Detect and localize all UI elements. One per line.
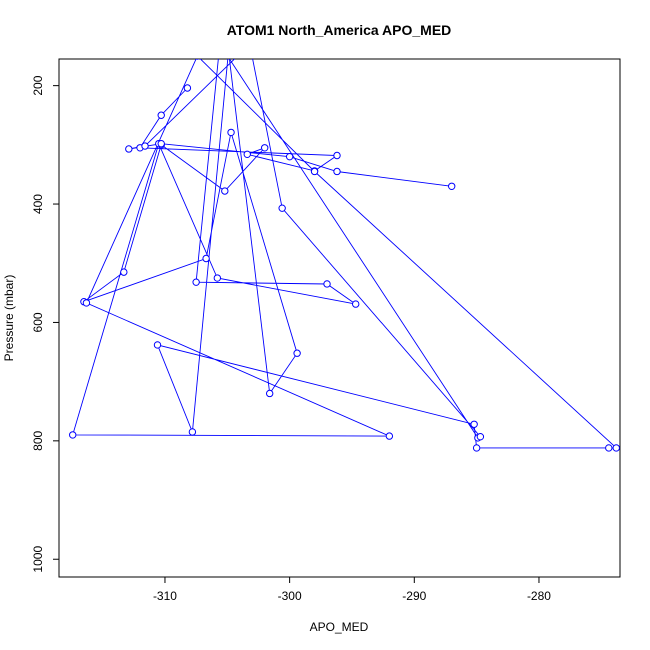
x-tick-label: -310 <box>153 589 177 603</box>
y-axis-label: Pressure (mbar) <box>2 275 16 362</box>
chart-title: ATOM1 North_America APO_MED <box>227 22 452 38</box>
data-point <box>243 150 251 159</box>
y-tick-label: 600 <box>31 312 45 332</box>
data-point <box>472 444 481 452</box>
y-tick-label: 1000 <box>31 546 45 573</box>
data-point <box>278 204 286 212</box>
data-point <box>213 274 222 282</box>
data-point <box>247 41 253 47</box>
data-point <box>470 420 478 428</box>
data-point <box>141 142 149 150</box>
data-point <box>612 444 620 452</box>
data-point <box>217 41 223 47</box>
data-point <box>120 268 128 276</box>
data-point <box>310 167 319 176</box>
data-point <box>323 280 331 288</box>
data-point <box>157 111 165 119</box>
x-axis-label: APO_MED <box>310 620 369 634</box>
data-point <box>125 145 133 153</box>
data-point <box>82 299 91 307</box>
data-point <box>227 128 235 137</box>
marker-layer <box>69 41 620 452</box>
y-tick-label: 800 <box>31 431 45 451</box>
data-point <box>183 84 192 92</box>
data-point <box>188 428 197 436</box>
data-point <box>285 152 294 161</box>
data-point <box>157 139 165 148</box>
x-tick-label: -280 <box>527 589 551 603</box>
data-point <box>225 48 231 54</box>
data-point <box>605 444 613 452</box>
plot-frame <box>58 58 621 578</box>
data-point <box>153 341 162 349</box>
data-point <box>261 144 269 152</box>
y-tick-label: 400 <box>31 194 45 214</box>
x-tick-label: -290 <box>402 589 426 603</box>
data-point <box>192 278 200 286</box>
data-point <box>265 389 274 398</box>
data-point <box>195 59 200 60</box>
data-point <box>333 151 341 160</box>
x-tick-label: -300 <box>278 589 302 603</box>
data-point <box>333 167 341 176</box>
data-point <box>352 300 360 308</box>
y-axis: 200 400 600 800 1000 <box>31 75 59 573</box>
y-tick-label: 200 <box>31 75 45 95</box>
data-point <box>476 432 485 441</box>
x-axis: -310 -300 -290 -280 <box>153 577 551 603</box>
data-point <box>221 187 229 195</box>
data-point <box>202 254 210 263</box>
data-point <box>293 349 301 357</box>
series-layer <box>72 59 618 449</box>
data-point <box>448 182 456 190</box>
series-line <box>72 59 618 449</box>
data-point <box>69 431 77 439</box>
data-point <box>385 432 394 440</box>
